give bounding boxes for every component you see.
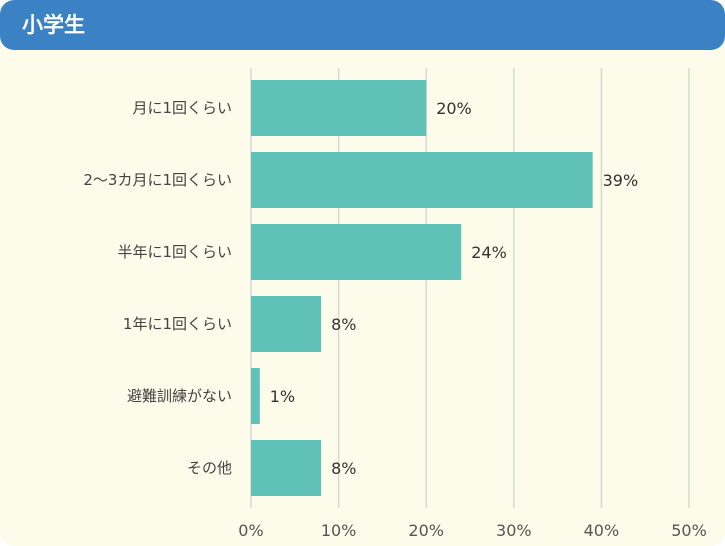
category-label: 月に1回くらい — [132, 99, 232, 117]
bars — [251, 80, 593, 496]
category-label: 1年に1回くらい — [123, 315, 232, 333]
category-label: 半年に1回くらい — [117, 243, 232, 261]
gridlines — [250, 68, 690, 508]
x-tick-label: 30% — [496, 521, 532, 540]
data-label: 20% — [436, 99, 472, 118]
bar — [251, 368, 260, 424]
x-tick-label: 20% — [408, 521, 444, 540]
labels: 0% 10% 20% 30% 40% 50% 月に1回くらい 20% 2〜3カ月に1回くらい 39… — [83, 99, 706, 540]
category-label: 避難訓練がない — [127, 387, 232, 405]
bar — [251, 440, 322, 496]
data-label: 39% — [603, 171, 639, 190]
chart-header: 小学生 — [0, 0, 725, 50]
x-tick-label: 50% — [671, 521, 707, 540]
x-tick-label: 10% — [321, 521, 357, 540]
chart-title: 小学生 — [22, 13, 85, 37]
bar — [251, 296, 322, 352]
category-label: その他 — [187, 459, 232, 477]
bar — [251, 224, 462, 280]
data-label: 8% — [331, 459, 356, 478]
data-label: 1% — [270, 387, 295, 406]
data-label: 24% — [471, 243, 507, 262]
x-tick-label: 40% — [584, 521, 620, 540]
data-label: 8% — [331, 315, 356, 334]
bar — [251, 80, 427, 136]
category-label: 2〜3カ月に1回くらい — [83, 171, 232, 189]
x-tick-label: 0% — [238, 521, 263, 540]
bar — [251, 152, 593, 208]
